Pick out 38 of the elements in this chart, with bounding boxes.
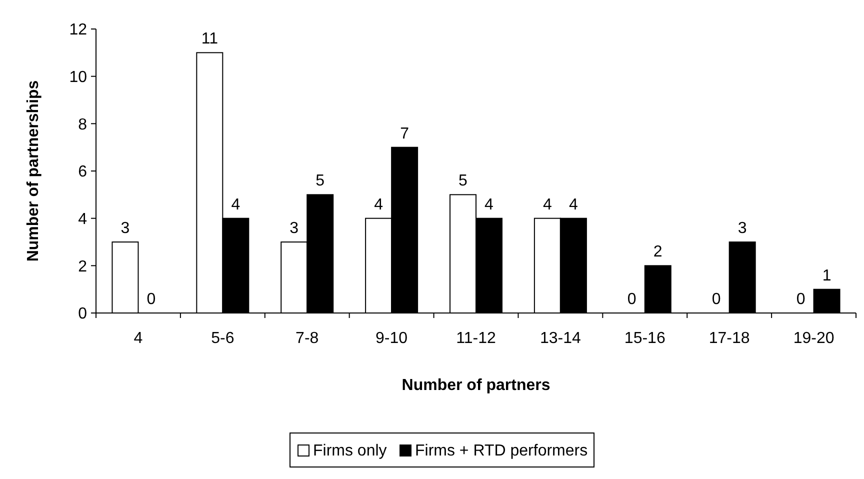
x-tick-label: 5-6 (211, 330, 234, 347)
x-tick-label: 13-14 (540, 330, 582, 347)
data-label: 4 (484, 196, 494, 214)
data-label: 4 (231, 196, 240, 214)
data-label: 3 (290, 220, 299, 237)
data-label: 4 (542, 196, 552, 214)
y-tick-label: 2 (78, 258, 88, 276)
data-label: 4 (568, 196, 578, 214)
x-axis-title: Number of partners (402, 377, 550, 394)
data-label: 1 (822, 267, 832, 284)
data-label: 7 (400, 125, 410, 142)
data-label: 5 (316, 172, 325, 190)
y-axis-title: Number of partnerships (25, 80, 42, 262)
data-label: 3 (120, 220, 130, 237)
x-tick-label: 19-20 (793, 330, 834, 347)
data-label: 0 (627, 291, 636, 308)
y-tick-label: 12 (69, 22, 88, 39)
legend-label: Firms only (313, 442, 387, 460)
x-tick-label: 4 (134, 330, 143, 347)
data-label: 2 (653, 244, 662, 261)
data-label: 0 (796, 291, 806, 308)
x-tick-label: 11-12 (456, 330, 496, 347)
data-label: 11 (201, 30, 218, 48)
x-tick-label: 9-10 (376, 330, 408, 347)
y-tick-label: 6 (78, 164, 88, 181)
x-tick-label: 15-16 (624, 330, 666, 347)
data-label: 3 (738, 220, 747, 237)
data-label: 0 (146, 291, 156, 308)
y-tick-label: 8 (78, 116, 88, 134)
data-label: 4 (374, 196, 384, 214)
x-tick-label: 7-8 (296, 330, 319, 347)
x-tick-label: 17-18 (708, 330, 750, 347)
y-tick-label: 4 (78, 210, 88, 228)
data-label: 5 (458, 172, 468, 190)
y-tick-label: 0 (78, 306, 88, 323)
legend-label: Firms + RTD performers (415, 442, 588, 460)
y-tick-label: 10 (69, 68, 88, 86)
data-label: 0 (712, 291, 721, 308)
